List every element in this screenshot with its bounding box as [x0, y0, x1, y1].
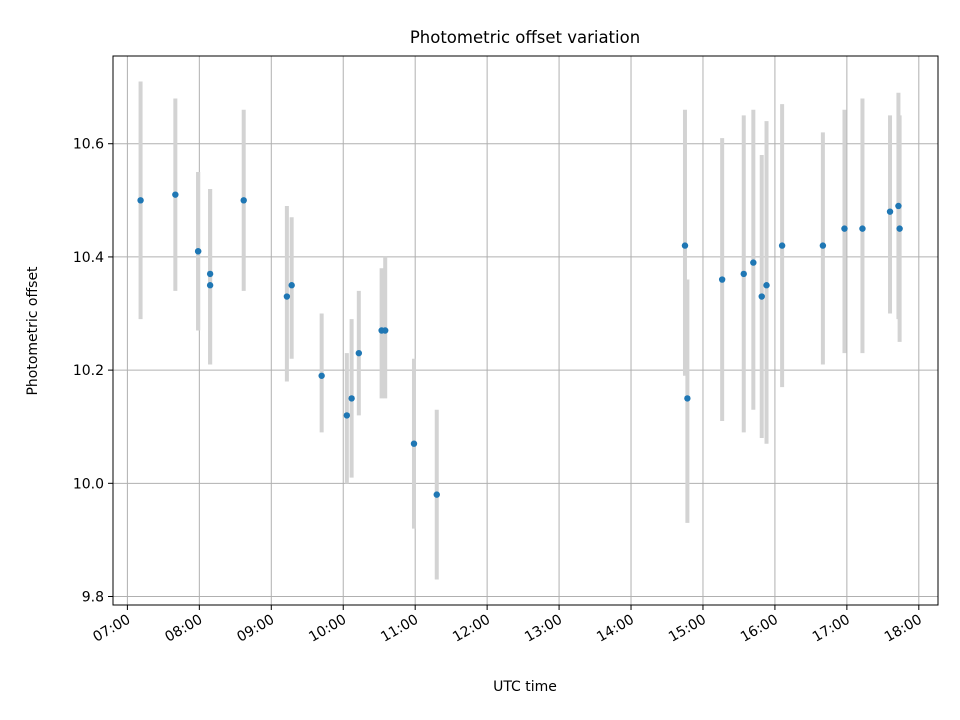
data-point — [410, 440, 418, 447]
data-point — [859, 225, 866, 232]
data-point — [895, 202, 902, 210]
data-point — [841, 225, 848, 232]
y-tick-label: 10.4 — [73, 250, 104, 266]
x-axis-label: UTC time — [493, 679, 557, 695]
data-point — [718, 276, 726, 283]
data-point — [343, 412, 351, 419]
data-point — [240, 197, 247, 204]
data-point — [819, 242, 827, 249]
data-point — [348, 395, 355, 402]
data-point — [758, 293, 765, 300]
grid-layer — [113, 56, 938, 605]
data-point — [778, 242, 786, 249]
data-point — [172, 191, 179, 198]
data-point — [750, 259, 757, 266]
data-point — [206, 282, 214, 289]
data-point — [355, 349, 363, 357]
data-point — [318, 372, 325, 379]
y-axis-label: Photometric offset — [25, 266, 41, 396]
data-point — [288, 282, 295, 289]
y-tick-label: 10.6 — [73, 137, 104, 153]
data-point — [684, 395, 691, 402]
data-point — [382, 327, 389, 334]
point-layer — [137, 191, 903, 498]
data-point — [896, 225, 903, 232]
data-point — [137, 197, 144, 204]
data-point — [740, 270, 747, 278]
data-point — [206, 270, 214, 278]
data-point — [433, 491, 440, 498]
y-tick-label: 10.2 — [73, 363, 104, 379]
data-point — [886, 208, 894, 215]
chart-title: Photometric offset variation — [410, 28, 640, 47]
plot-frame — [112, 55, 939, 606]
y-tick-label: 10.0 — [73, 476, 104, 492]
data-point — [194, 248, 202, 255]
data-point — [681, 242, 689, 249]
y-tick-label: 9.8 — [82, 590, 104, 606]
data-point — [763, 282, 770, 289]
data-point — [283, 293, 291, 300]
